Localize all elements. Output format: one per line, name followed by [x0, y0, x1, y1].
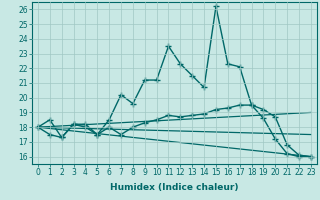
- X-axis label: Humidex (Indice chaleur): Humidex (Indice chaleur): [110, 183, 239, 192]
